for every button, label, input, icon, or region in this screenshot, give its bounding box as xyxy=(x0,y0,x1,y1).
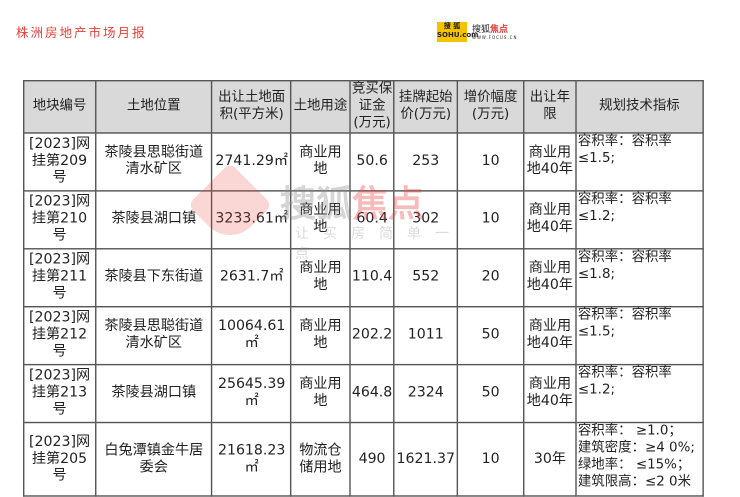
table-cell: 110.4 xyxy=(349,248,396,308)
column-header: 土地位置 xyxy=(94,80,213,134)
table-cell: 2631.7㎡ xyxy=(211,248,292,308)
table-cell: 商业用地40年 xyxy=(523,363,577,424)
land-table: 地块编号 土地位置 出让土地面积(平方米) 土地用途 竞买保证金(万元) 挂牌起始价(万元… xyxy=(23,80,704,497)
table-row: [2023]网挂第210号 茶陵县湖口镇 3233.61㎡ 商业用地 60.4 302 10… xyxy=(23,190,704,250)
table-cell: 商业用地40年 xyxy=(523,248,577,308)
table-cell: 464.8 xyxy=(349,363,396,424)
table-cell: 10 xyxy=(456,190,525,250)
table-cell: 25645.39㎡ xyxy=(211,363,292,424)
table-cell: 202.2 xyxy=(349,305,396,366)
focus-logo: 搜狐焦点 WWW.FOCUS.CN xyxy=(472,25,518,40)
table-cell: 物流仓储用地 xyxy=(290,421,351,497)
column-header: 增价幅度(万元) xyxy=(456,80,525,134)
table-cell: 茶陵县思聪街道清水矿区 xyxy=(94,305,213,366)
table-cell: 商业用地 xyxy=(290,132,351,192)
column-header: 出让土地面积(平方米) xyxy=(211,80,292,134)
table-cell: [2023]网挂第209号 xyxy=(23,132,97,192)
table-cell: 茶陵县湖口镇 xyxy=(94,363,213,424)
sohu-logo: 搜 狐 SOHU.com xyxy=(437,22,478,42)
table-cell: 商业用地 xyxy=(290,363,351,424)
column-header: 出让年限 xyxy=(523,80,577,134)
table-cell: 白兔潭镇金牛居委会 xyxy=(94,421,213,497)
table-cell: 2324 xyxy=(393,363,458,424)
table-cell: [2023]网挂第211号 xyxy=(23,248,97,308)
column-header: 土地用途 xyxy=(290,80,351,134)
report-title: 株洲房地产市场月报 xyxy=(16,25,147,40)
table-cell: 茶陵县思聪街道清水矿区 xyxy=(94,132,213,192)
table-cell: 10 xyxy=(456,421,525,497)
table-cell: 容积率： ≥1.0； 建筑密度：≥4 0%; 绿地率： ≤15%； 建筑限高：≤… xyxy=(575,421,704,497)
table-cell: 商业用地 xyxy=(290,305,351,366)
table-header-row: 地块编号 土地位置 出让土地面积(平方米) 土地用途 竞买保证金(万元) 挂牌起始价(万元… xyxy=(23,80,704,134)
column-header: 规划技术指标 xyxy=(575,80,704,134)
table-cell: 552 xyxy=(393,248,458,308)
table-cell: 3233.61㎡ xyxy=(211,190,292,250)
table-cell: 茶陵县湖口镇 xyxy=(94,190,213,250)
table-cell: [2023]网挂第212号 xyxy=(23,305,97,366)
table-cell: 商业用地 xyxy=(290,190,351,250)
table-row: [2023]网挂第205号 白兔潭镇金牛居委会 21618.23㎡ 物流仓储用地 490… xyxy=(23,421,704,497)
table-cell: 1621.37 xyxy=(393,421,458,497)
table-row: [2023]网挂第212号 茶陵县思聪街道清水矿区 10064.61㎡ 商业用地 202… xyxy=(23,305,704,366)
column-header: 竞买保证金(万元) xyxy=(349,80,396,134)
table-cell: 商业用地40年 xyxy=(523,132,577,192)
table-cell: 50.6 xyxy=(349,132,396,192)
table-cell: 茶陵县下东街道 xyxy=(94,248,213,308)
table-cell: [2023]网挂第210号 xyxy=(23,190,97,250)
table-cell: 490 xyxy=(349,421,396,497)
table-cell: 容积率：容积率≤1.5; xyxy=(575,132,704,192)
table-cell: 10 xyxy=(456,132,525,192)
table-cell: 50 xyxy=(456,305,525,366)
table-cell: 商业用地40年 xyxy=(523,305,577,366)
table-cell: 10064.61㎡ xyxy=(211,305,292,366)
table-cell: 容积率：容积率≤1.5; xyxy=(575,305,704,366)
table-cell: [2023]网挂第205号 xyxy=(23,421,97,497)
column-header: 挂牌起始价(万元) xyxy=(393,80,458,134)
table-cell: 容积率：容积率≤1.8; xyxy=(575,248,704,308)
column-header: 地块编号 xyxy=(23,80,97,134)
table-cell: [2023]网挂第213号 xyxy=(23,363,97,424)
table-cell: 1011 xyxy=(393,305,458,366)
table-cell: 容积率：容积率≤1.2; xyxy=(575,190,704,250)
table-cell: 商业用地 xyxy=(290,248,351,308)
table-cell: 21618.23㎡ xyxy=(211,421,292,497)
table-cell: 253 xyxy=(393,132,458,192)
table-row: [2023]网挂第211号 茶陵县下东街道 2631.7㎡ 商业用地 110.4 552 2… xyxy=(23,248,704,308)
table-row: [2023]网挂第213号 茶陵县湖口镇 25645.39㎡ 商业用地 464.8 232… xyxy=(23,363,704,424)
table-cell: 20 xyxy=(456,248,525,308)
table-cell: 商业用地40年 xyxy=(523,190,577,250)
table-cell: 60.4 xyxy=(349,190,396,250)
table-cell: 2741.29㎡ xyxy=(211,132,292,192)
table-cell: 30年 xyxy=(523,421,577,497)
table-row: [2023]网挂第209号 茶陵县思聪街道清水矿区 2741.29㎡ 商业用地 50.6… xyxy=(23,132,704,192)
table-cell: 容积率：容积率≤1.2; xyxy=(575,363,704,424)
table-cell: 50 xyxy=(456,363,525,424)
table-cell: 302 xyxy=(393,190,458,250)
